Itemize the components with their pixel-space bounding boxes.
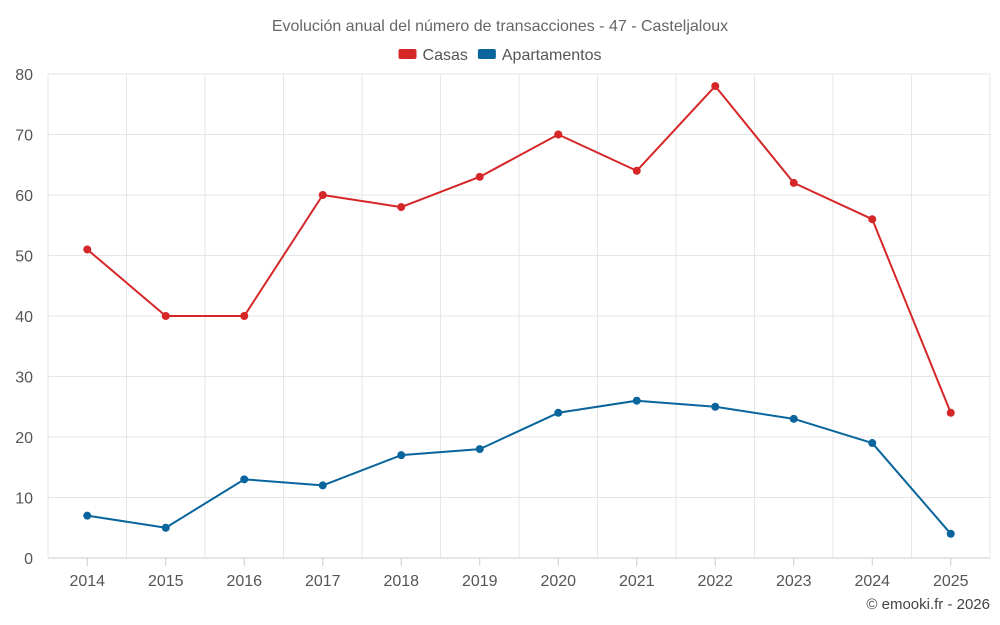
data-point-apartamentos (868, 439, 877, 448)
data-point-casas (83, 245, 92, 254)
series-line-apartamentos (87, 399, 952, 535)
series-layer (83, 82, 955, 538)
y-tick-label: 80 (15, 67, 33, 84)
x-tick-label: 2015 (148, 573, 184, 590)
data-point-casas (632, 166, 641, 175)
x-tick-label: 2023 (776, 573, 812, 590)
y-tick-label: 50 (15, 249, 33, 266)
x-tick-label: 2024 (854, 573, 890, 590)
legend: Casas Apartamentos (398, 47, 602, 64)
data-point-casas (789, 178, 798, 187)
data-point-apartamentos (397, 451, 406, 460)
legend-item-apartamentos: Apartamentos (477, 47, 602, 64)
data-point-apartamentos (789, 414, 798, 423)
grid (47, 73, 991, 558)
data-point-casas (868, 215, 877, 224)
data-point-apartamentos (240, 475, 249, 484)
x-tick-label: 2025 (933, 573, 969, 590)
data-point-apartamentos (632, 396, 641, 405)
data-point-casas (475, 172, 484, 181)
y-tick-label: 60 (15, 188, 33, 205)
chart-title: Evolución anual del número de transaccio… (272, 18, 728, 35)
x-tick-label: 2018 (383, 573, 419, 590)
data-point-apartamentos (554, 408, 563, 417)
legend-label-apartamentos: Apartamentos (502, 47, 602, 64)
series-line-casas (86, 85, 952, 414)
legend-swatch-casas (398, 49, 417, 59)
data-point-apartamentos (946, 529, 955, 538)
x-tick-label: 2016 (226, 573, 262, 590)
credit-text: © emooki.fr - 2026 (866, 596, 990, 613)
y-tick-label: 30 (15, 370, 33, 387)
legend-item-casas: Casas (398, 47, 468, 64)
data-point-casas (161, 312, 170, 320)
data-point-casas (397, 203, 406, 212)
x-tick-label: 2014 (69, 573, 105, 590)
data-point-casas (711, 82, 720, 91)
x-tick-label: 2020 (540, 573, 576, 590)
data-point-apartamentos (711, 402, 720, 411)
x-tick-label: 2022 (697, 573, 733, 590)
y-tick-label: 10 (15, 491, 33, 508)
x-tick-label: 2019 (462, 573, 498, 590)
data-point-casas (946, 408, 955, 417)
x-tick-label: 2021 (619, 573, 655, 590)
x-tick-label: 2017 (305, 573, 341, 590)
data-point-casas (318, 191, 327, 199)
data-point-apartamentos (318, 481, 327, 490)
data-point-apartamentos (161, 523, 170, 532)
y-axis: 0 10 20 30 40 50 60 70 80 (15, 67, 33, 568)
y-tick-label: 40 (15, 309, 33, 326)
legend-label-casas: Casas (423, 47, 468, 64)
data-point-casas (554, 130, 563, 139)
y-tick-label: 20 (15, 430, 33, 447)
y-tick-label: 0 (24, 551, 33, 568)
data-point-apartamentos (475, 445, 484, 454)
data-point-casas (240, 312, 249, 320)
y-tick-label: 70 (15, 128, 33, 145)
legend-swatch-apartamentos (477, 49, 496, 59)
data-point-apartamentos (83, 511, 92, 520)
x-axis: 2014 2015 2016 2017 2018 2019 2020 2021 2022 2023… (48, 557, 990, 590)
